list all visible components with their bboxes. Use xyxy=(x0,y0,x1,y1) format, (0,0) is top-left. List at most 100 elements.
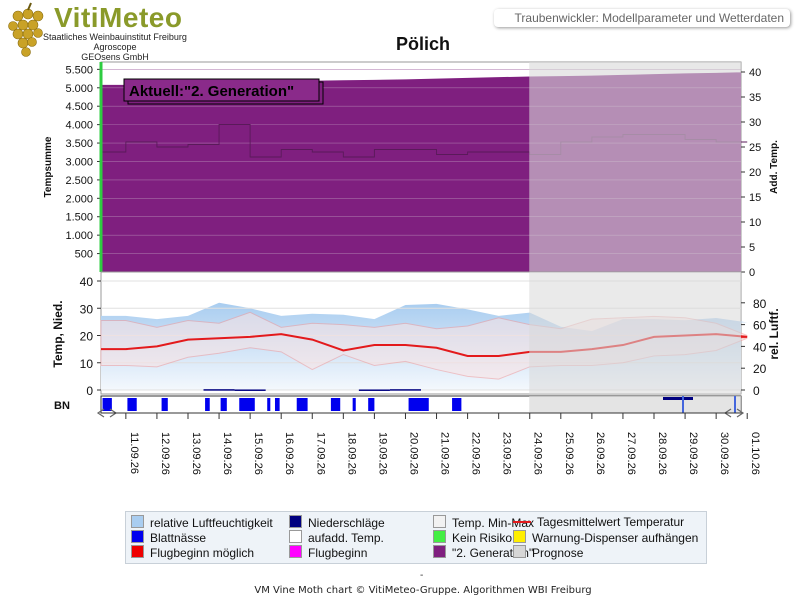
middle-ytick-label: 30 xyxy=(80,302,94,316)
logo-line-3: GEOsens GmbH xyxy=(81,52,149,62)
legend-swatch xyxy=(433,530,446,543)
top-y2tick-label: 30 xyxy=(749,117,761,129)
legend-label: Blattnässe xyxy=(150,531,207,545)
legend-item: aufadd. Temp. xyxy=(289,530,384,545)
precipitation-bar xyxy=(234,389,266,391)
top-y2tick-label: 10 xyxy=(749,217,761,229)
middle-ytick-label: 20 xyxy=(80,330,94,344)
xtick-label: 21.09.26 xyxy=(439,432,451,475)
logo-title: VitiMeteo xyxy=(54,2,183,33)
legend-label: Temp. Min-Max xyxy=(452,516,535,530)
prognosis-overlay xyxy=(529,62,741,272)
chart-title: Pölich xyxy=(395,34,450,54)
middle-ytick-label: 0 xyxy=(86,384,93,398)
top-y2tick-label: 40 xyxy=(749,67,761,79)
legend-label: Tagesmittelwert Temperatur xyxy=(537,515,685,529)
legend-swatch xyxy=(289,515,302,528)
legend-item: Prognose xyxy=(513,545,584,560)
prognosis-overlay xyxy=(529,272,741,394)
leaf-wetness-bar xyxy=(161,398,168,411)
middle-ytick-label: 40 xyxy=(80,275,94,289)
legend-item: Flugbeginn möglich xyxy=(131,545,254,560)
logo-line-1: Staatliches Weinbauinstitut Freiburg xyxy=(43,32,187,42)
legend-item: Temp. Min-Max xyxy=(433,515,535,530)
top-y2tick-label: 15 xyxy=(749,192,761,204)
footer-credit: VM Vine Moth chart © VitiMeteo-Gruppe. A… xyxy=(254,585,592,596)
legend-swatch xyxy=(289,530,302,543)
top-y2tick-label: 0 xyxy=(749,267,755,279)
leaf-wetness-bar xyxy=(274,398,280,411)
xtick-label: 26.09.26 xyxy=(594,432,606,475)
leaf-wetness-bar xyxy=(127,398,137,411)
leaf-wetness-bar xyxy=(220,398,227,411)
current-label-box xyxy=(123,78,320,102)
legend-swatch xyxy=(513,521,531,523)
xtick-label: 12.09.26 xyxy=(159,432,171,475)
legend-label: Prognose xyxy=(532,546,584,560)
leaf-wetness-bar xyxy=(296,398,308,411)
leaf-wetness-bar xyxy=(352,398,356,411)
top-ytick-label: 4.500 xyxy=(65,101,93,113)
chart-legend: relative Luftfeuchtigkeit Niederschläge Te… xyxy=(125,511,707,564)
legend-label: relative Luftfeuchtigkeit xyxy=(150,516,273,530)
legend-swatch xyxy=(131,530,144,543)
leaf-wetness-bar xyxy=(408,398,429,411)
top-ytick-label: 1.000 xyxy=(65,230,93,242)
legend-swatch xyxy=(131,545,144,558)
legend-label: "2. Generation" xyxy=(452,546,534,560)
top-y2tick-label: 35 xyxy=(749,92,761,104)
legend-swatch xyxy=(513,545,526,558)
legend-label: Flugbeginn xyxy=(308,546,368,560)
middle-y2tick-label: 80 xyxy=(753,297,767,311)
top-ytick-label: 4.000 xyxy=(65,120,93,132)
leaf-wetness-bar xyxy=(205,398,210,411)
middle-y2tick-label: 20 xyxy=(753,362,767,376)
xtick-label: 14.09.26 xyxy=(221,432,233,475)
bottom-ylabel: BN xyxy=(54,400,70,412)
top-y2tick-label: 20 xyxy=(749,167,761,179)
legend-item: Kein Risiko xyxy=(433,530,513,545)
middle-y2label: rel. Luftf. xyxy=(767,308,781,359)
legend-swatch xyxy=(433,545,446,558)
leaf-wetness-bar xyxy=(330,398,341,411)
xtick-label: 17.09.26 xyxy=(314,432,326,475)
top-ytick-label: 5.500 xyxy=(65,64,93,76)
legend-item: Flugbeginn xyxy=(289,545,368,560)
legend-swatch xyxy=(433,515,446,528)
precipitation-bar xyxy=(358,389,390,391)
xtick-label: 27.09.26 xyxy=(625,432,637,475)
top-ytick-label: 3.500 xyxy=(65,138,93,150)
legend-swatch xyxy=(289,545,302,558)
middle-y2tick-label: 60 xyxy=(753,319,767,333)
xtick-label: 22.09.26 xyxy=(470,432,482,475)
top-ytick-label: 1.500 xyxy=(65,212,93,224)
header-subtitle: Traubenwickler: Modellparameter und Wett… xyxy=(494,9,790,27)
legend-item: "2. Generation" xyxy=(433,545,534,560)
xtick-label: 20.09.26 xyxy=(407,432,419,475)
legend-item: Tagesmittelwert Temperatur xyxy=(513,515,684,529)
top-ytick-label: 2.500 xyxy=(65,175,93,187)
legend-label: Niederschläge xyxy=(308,516,385,530)
middle-y2tick-label: 40 xyxy=(753,340,767,354)
top-y2tick-label: 5 xyxy=(749,242,755,254)
precipitation-bar xyxy=(203,389,235,391)
legend-label: Kein Risiko xyxy=(452,531,513,545)
top-ytick-label: 500 xyxy=(75,249,93,261)
legend-item: Blattnässe xyxy=(131,530,207,545)
xtick-label: 29.09.26 xyxy=(687,432,699,475)
legend-swatch xyxy=(513,530,526,543)
middle-ylabel: Temp, Nied. xyxy=(51,300,65,367)
legend-label: aufadd. Temp. xyxy=(308,531,384,545)
xtick-label: 13.09.26 xyxy=(190,432,202,475)
leaf-wetness-bar xyxy=(368,398,375,411)
top-ytick-label: 3.000 xyxy=(65,156,93,168)
xtick-label: 18.09.26 xyxy=(345,432,357,475)
leaf-wetness-bar xyxy=(267,398,271,411)
middle-ytick-label: 10 xyxy=(80,357,94,371)
xtick-label: 11.09.26 xyxy=(128,432,140,474)
grape-icon xyxy=(8,2,44,57)
legend-item: Niederschläge xyxy=(289,515,385,530)
leaf-wetness-bar xyxy=(239,398,255,411)
xtick-label: 15.09.26 xyxy=(252,432,264,475)
